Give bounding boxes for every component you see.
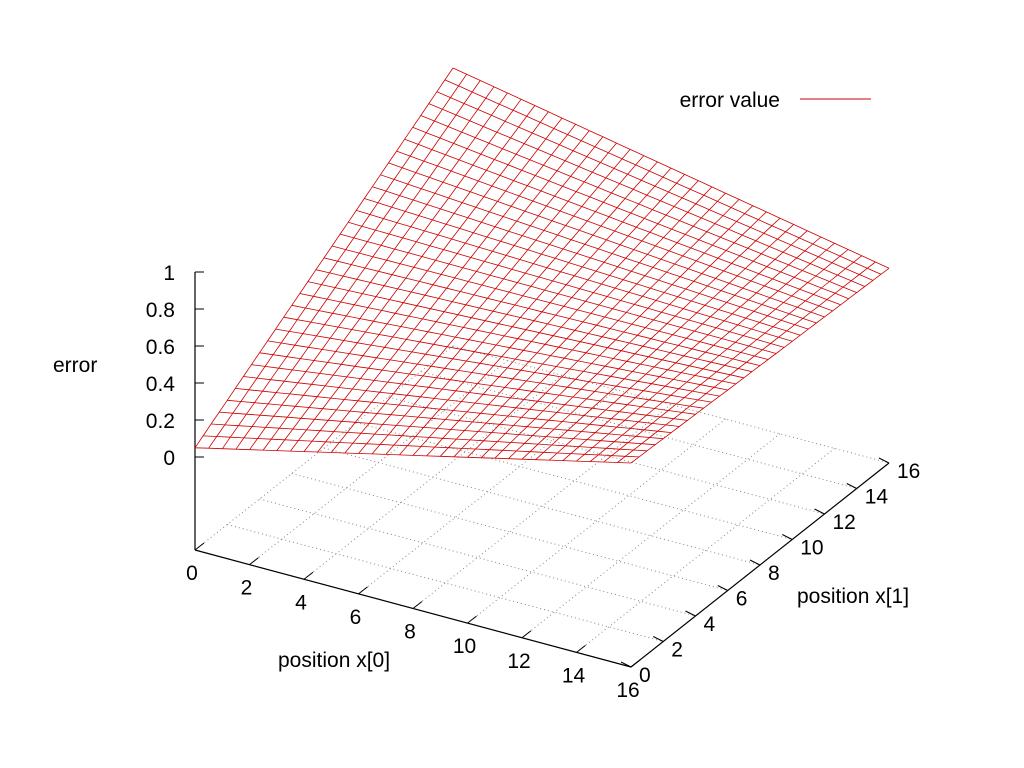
surface-line-y [331, 245, 769, 360]
surface-line-y [436, 91, 874, 281]
surface-line-y [364, 198, 801, 336]
y-tick-label: 8 [768, 562, 780, 585]
y-tick-mark [653, 636, 664, 642]
x-tick-mark [303, 571, 314, 580]
x-tick-label: 16 [616, 679, 639, 702]
grid-line-x [576, 447, 835, 653]
x-tick-label: 2 [241, 577, 253, 600]
z-axis-label: error [53, 354, 97, 377]
x-tick-mark [467, 615, 477, 624]
x-tick-label: 0 [186, 562, 198, 585]
x-axis-label: position x[0] [278, 649, 390, 672]
y-tick-mark [620, 661, 632, 668]
grid-line-x [358, 389, 617, 595]
surface-line-y [444, 79, 882, 275]
surface-line-y [412, 126, 849, 300]
z-tick-label: 0 [163, 447, 175, 470]
y-tick-label: 4 [704, 613, 716, 636]
grid-line-y [227, 524, 664, 642]
x-tick-label: 12 [507, 650, 530, 673]
x-tick-label: 4 [295, 591, 307, 614]
y-axis-label: position x[1] [797, 585, 909, 608]
y-tick-label: 6 [736, 588, 748, 611]
y-tick-label: 10 [800, 537, 823, 560]
surface-line-y [339, 233, 777, 354]
surface-line-y [259, 352, 696, 415]
grid-line-y [388, 396, 825, 515]
grid-line-y [356, 422, 793, 540]
y-tick-mark [846, 483, 857, 489]
y-tick-mark [685, 610, 696, 617]
surface-line-y [323, 257, 761, 366]
x-tick-label: 6 [350, 606, 362, 629]
grid-line-x [521, 433, 781, 639]
grid-line-y [259, 498, 696, 617]
y-tick-label: 14 [865, 486, 889, 509]
legend: error value [680, 89, 871, 112]
surface-line-y [388, 162, 825, 318]
x-tick-mark [412, 601, 423, 609]
surface-line-y [428, 103, 865, 287]
surface-line-y [420, 115, 857, 293]
z-tick-label: 0.8 [146, 299, 175, 322]
surface-mesh [194, 67, 890, 464]
y-tick-label: 0 [639, 664, 651, 687]
y-tick-mark [782, 534, 793, 540]
surface-line-y [372, 186, 809, 330]
surface-line-y [315, 269, 752, 373]
surface-line-y [235, 388, 672, 433]
y-tick-mark [749, 559, 761, 566]
surface-line-y [267, 340, 704, 409]
surface-line-y [243, 376, 680, 427]
y-tick-mark [814, 508, 825, 515]
surface-line-y [291, 304, 728, 391]
surface-line-y [299, 293, 736, 385]
z-tick-label: 0.4 [146, 373, 176, 396]
surface-line-y [283, 316, 720, 397]
grid-line-y [323, 447, 761, 566]
x-tick-mark [249, 557, 259, 566]
surface-line-y [275, 328, 712, 403]
surface-line-y [348, 221, 785, 348]
y-tick-label: 2 [671, 639, 683, 662]
y-tick-mark [878, 457, 890, 464]
surface-line-y [307, 281, 744, 379]
grid-line-y [291, 473, 728, 591]
base-grid [194, 345, 890, 668]
surface-line-y [452, 67, 890, 269]
x-tick-mark [521, 630, 532, 639]
x-tick-mark [358, 586, 368, 595]
surface-line-y [211, 423, 648, 452]
z-tick-label: 0.6 [146, 336, 175, 359]
z-tick-label: 1 [163, 262, 175, 285]
y-tick-label: 12 [833, 511, 856, 534]
x-tick-label: 10 [453, 635, 476, 658]
surface-line-y [404, 138, 841, 306]
x-tick-label: 8 [404, 621, 416, 644]
legend-label: error value [680, 89, 780, 112]
grid-line-x [412, 404, 672, 609]
grid-line-y [452, 345, 890, 464]
axes [194, 271, 890, 668]
x-tick-mark [576, 644, 586, 653]
x-tick-label: 14 [562, 664, 586, 687]
surface-line-x [630, 267, 890, 464]
y-tick-mark [717, 585, 728, 591]
z-tick-label: 0.2 [146, 410, 175, 433]
surface-line-y [251, 364, 688, 421]
surface-line-y [396, 150, 833, 312]
surface-line-y [380, 174, 817, 324]
surface-line-y [194, 447, 632, 464]
surface-line-y [219, 411, 656, 446]
surface-line-y [227, 399, 664, 440]
surface-line-y [356, 210, 793, 342]
y-tick-label: 16 [897, 460, 920, 483]
surface-line-y [203, 435, 640, 458]
grid-line-y [420, 371, 857, 489]
x-tick-mark [630, 659, 641, 668]
grid-line-x [467, 418, 726, 624]
x-tick-mark [194, 542, 205, 551]
